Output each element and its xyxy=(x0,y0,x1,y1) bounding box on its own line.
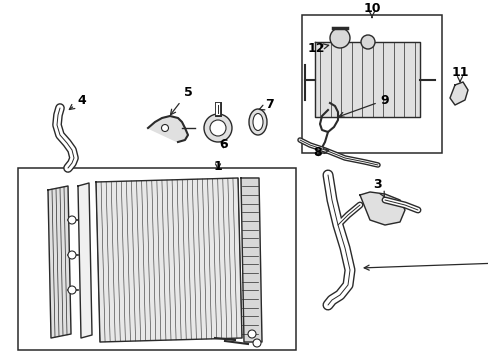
Text: 11: 11 xyxy=(450,66,468,82)
Text: 2: 2 xyxy=(364,248,488,270)
Polygon shape xyxy=(148,116,187,142)
Text: 1: 1 xyxy=(213,159,222,172)
Ellipse shape xyxy=(248,109,266,135)
Circle shape xyxy=(360,35,374,49)
Text: 5: 5 xyxy=(170,85,192,115)
Text: 6: 6 xyxy=(219,139,228,152)
Circle shape xyxy=(68,251,76,259)
Text: 7: 7 xyxy=(259,99,274,112)
Circle shape xyxy=(209,120,225,136)
Polygon shape xyxy=(314,42,419,117)
Polygon shape xyxy=(359,192,404,225)
Circle shape xyxy=(329,28,349,48)
Polygon shape xyxy=(48,186,71,338)
Ellipse shape xyxy=(252,113,263,130)
Circle shape xyxy=(247,330,256,338)
Circle shape xyxy=(161,125,168,131)
Bar xyxy=(18,168,295,350)
Circle shape xyxy=(68,286,76,294)
Polygon shape xyxy=(78,183,92,338)
Text: 8: 8 xyxy=(313,145,328,158)
Polygon shape xyxy=(96,178,242,342)
Circle shape xyxy=(68,216,76,224)
Text: 9: 9 xyxy=(338,94,388,117)
Circle shape xyxy=(203,114,231,142)
Bar xyxy=(302,15,441,153)
Polygon shape xyxy=(449,82,467,105)
Text: 3: 3 xyxy=(373,179,384,197)
Text: 12: 12 xyxy=(306,41,328,54)
Circle shape xyxy=(252,339,261,347)
Text: 10: 10 xyxy=(363,1,380,17)
Polygon shape xyxy=(241,178,262,342)
Text: 4: 4 xyxy=(69,94,86,109)
